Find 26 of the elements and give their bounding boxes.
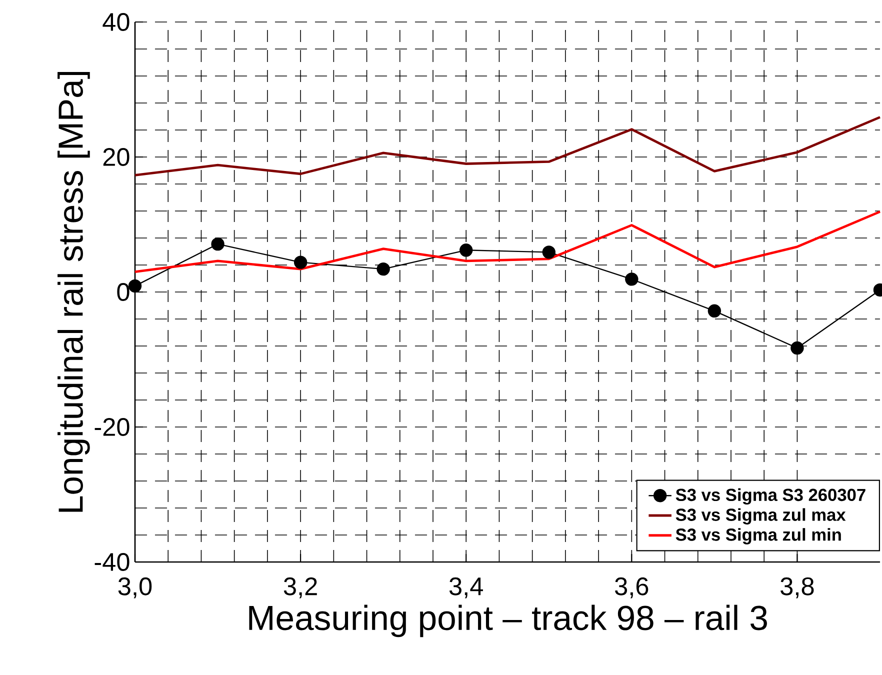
y-tick-label: 40 bbox=[102, 13, 130, 31]
x-tick-label: 3,6 bbox=[615, 577, 648, 598]
x-axis-title: Measuring point – track 98 – rail 3 bbox=[249, 604, 767, 638]
x-tick-label: 3,2 bbox=[284, 577, 317, 598]
line-series bbox=[134, 210, 882, 273]
y-tick-label: 0 bbox=[117, 283, 130, 301]
legend-label: S3 vs Sigma zul max bbox=[676, 508, 846, 524]
x-tick-label: 3,0 bbox=[118, 577, 152, 598]
point bbox=[790, 341, 804, 355]
legend-label: S3 vs Sigma zul min bbox=[676, 528, 841, 544]
point bbox=[460, 244, 473, 257]
x-tick-label: 3,8 bbox=[780, 577, 814, 598]
legend-label: S3 vs Sigma S3 260307 bbox=[676, 488, 866, 505]
point bbox=[294, 256, 308, 269]
point bbox=[128, 279, 142, 293]
point bbox=[708, 304, 722, 318]
y-tick-label: -20 bbox=[94, 418, 130, 436]
y-tick-label: 20 bbox=[103, 148, 130, 166]
line-series bbox=[134, 116, 882, 176]
point bbox=[211, 237, 224, 251]
x-tick-label: 3,4 bbox=[449, 577, 483, 598]
point bbox=[625, 272, 638, 286]
point bbox=[542, 246, 556, 259]
y-axis-title: Longitudinal rail stress [MPa] bbox=[58, 72, 90, 512]
point bbox=[376, 262, 390, 276]
y-tick-label: -40 bbox=[94, 553, 130, 571]
